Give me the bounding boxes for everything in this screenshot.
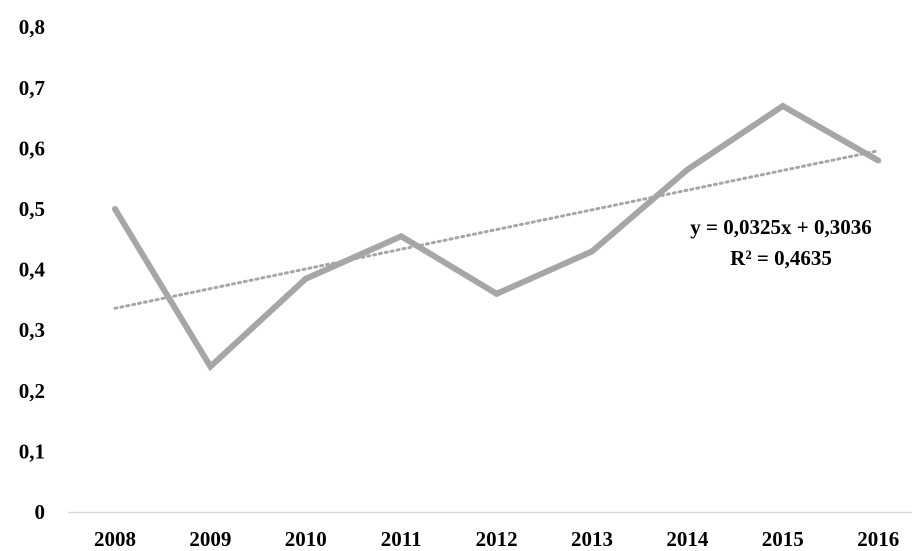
data-point xyxy=(589,248,595,255)
data-point xyxy=(875,157,882,164)
y-tick-label: 0,2 xyxy=(19,379,45,403)
y-tick-label: 0,1 xyxy=(19,439,45,463)
data-point xyxy=(493,290,500,297)
data-point xyxy=(398,233,405,240)
y-tick-label: 0,3 xyxy=(19,318,45,342)
data-point xyxy=(779,102,786,109)
data-point xyxy=(684,166,691,173)
x-tick-label: 2010 xyxy=(285,527,327,551)
y-tick-label: 0,5 xyxy=(19,197,45,221)
y-tick-label: 0,8 xyxy=(19,15,45,39)
x-tick-label: 2014 xyxy=(666,527,709,551)
x-tick-label: 2012 xyxy=(476,527,518,551)
data-point xyxy=(112,206,118,212)
x-axis-tick-labels: 2008 2009 2010 2011 2012 2013 2014 2015 2016 xyxy=(94,527,899,551)
trendline-r-squared-label: R² = 0,4635 xyxy=(730,246,832,270)
x-tick-label: 2013 xyxy=(571,527,613,551)
data-point xyxy=(207,363,214,370)
x-tick-label: 2008 xyxy=(94,527,136,551)
data-point xyxy=(302,275,309,282)
data-points xyxy=(112,102,882,370)
y-tick-label: 0,6 xyxy=(19,136,45,160)
trendline xyxy=(113,149,880,310)
y-tick-label: 0,4 xyxy=(19,258,46,282)
trendline-equation-label: y = 0,0325x + 0,3036 xyxy=(690,215,871,239)
y-tick-label: 0 xyxy=(35,500,46,524)
x-tick-label: 2009 xyxy=(189,527,231,551)
x-tick-label: 2016 xyxy=(857,527,899,551)
x-tick-label: 2011 xyxy=(381,527,422,551)
x-tick-label: 2015 xyxy=(762,527,804,551)
y-tick-label: 0,7 xyxy=(19,76,45,100)
y-axis-tick-labels: 0 0,1 0,2 0,3 0,4 0,5 0,6 0,7 0,8 xyxy=(19,15,46,524)
